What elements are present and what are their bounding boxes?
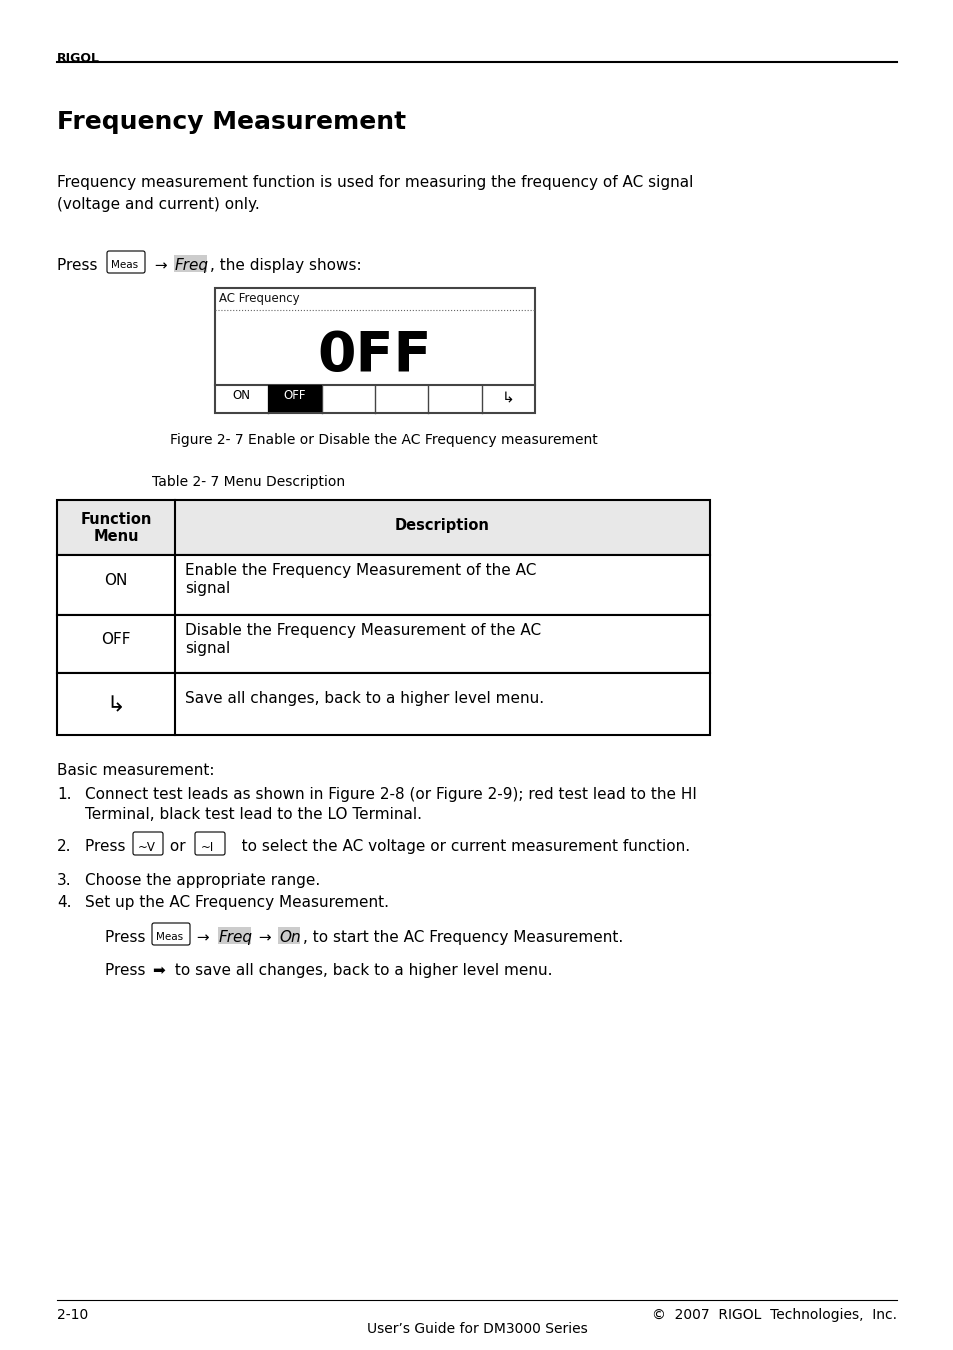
Text: →: → (192, 930, 214, 945)
Bar (57, 674, 709, 734)
Bar (173, 255, 207, 271)
Text: ↳: ↳ (107, 695, 125, 716)
Text: signal: signal (185, 641, 230, 656)
Text: User’s Guide for DM3000 Series: User’s Guide for DM3000 Series (366, 1322, 587, 1336)
Text: ON: ON (233, 389, 251, 402)
Text: , to start the AC Frequency Measurement.: , to start the AC Frequency Measurement. (303, 930, 622, 945)
Text: Description: Description (395, 518, 490, 533)
Text: Press: Press (105, 963, 151, 977)
Text: Freq: Freq (219, 930, 253, 945)
Text: Freq: Freq (174, 258, 209, 273)
FancyBboxPatch shape (194, 832, 225, 855)
Text: 2.: 2. (57, 838, 71, 855)
FancyBboxPatch shape (107, 251, 145, 273)
Text: Press: Press (57, 258, 102, 273)
Text: ~V: ~V (138, 841, 155, 855)
Text: Frequency Measurement: Frequency Measurement (57, 109, 406, 134)
Text: (voltage and current) only.: (voltage and current) only. (57, 197, 259, 212)
Text: Meas: Meas (156, 931, 183, 942)
Text: Connect test leads as shown in Figure 2-8 (or Figure 2-9); red test lead to the : Connect test leads as shown in Figure 2-… (85, 787, 696, 802)
Text: 2-10: 2-10 (57, 1308, 89, 1322)
Text: On: On (278, 930, 300, 945)
Text: AC Frequency: AC Frequency (219, 292, 299, 305)
Text: Set up the AC Frequency Measurement.: Set up the AC Frequency Measurement. (85, 895, 389, 910)
Text: 4.: 4. (57, 895, 71, 910)
Text: Table 2- 7 Menu Description: Table 2- 7 Menu Description (152, 475, 345, 489)
Text: Press: Press (85, 838, 131, 855)
Bar (57, 555, 709, 616)
Text: ©  2007  RIGOL  Technologies,  Inc.: © 2007 RIGOL Technologies, Inc. (651, 1308, 896, 1322)
Text: Disable the Frequency Measurement of the AC: Disable the Frequency Measurement of the… (185, 622, 540, 639)
Bar (57, 616, 709, 674)
Text: Meas: Meas (111, 261, 138, 270)
Text: OFF: OFF (101, 632, 131, 647)
Text: Terminal, black test lead to the LO Terminal.: Terminal, black test lead to the LO Term… (85, 807, 421, 822)
Text: or: or (165, 838, 191, 855)
Bar (57, 500, 709, 555)
Text: , the display shows:: , the display shows: (210, 258, 361, 273)
Text: Press: Press (105, 930, 151, 945)
Bar (218, 927, 251, 944)
Text: Basic measurement:: Basic measurement: (57, 763, 214, 778)
Text: Enable the Frequency Measurement of the AC: Enable the Frequency Measurement of the … (185, 563, 536, 578)
Text: to select the AC voltage or current measurement function.: to select the AC voltage or current meas… (227, 838, 689, 855)
Text: OFF: OFF (283, 389, 306, 402)
Text: ↳: ↳ (501, 390, 515, 405)
Bar (277, 927, 299, 944)
Text: →: → (150, 258, 172, 273)
Text: Save all changes, back to a higher level menu.: Save all changes, back to a higher level… (185, 691, 543, 706)
Text: 0FF: 0FF (317, 329, 432, 383)
Text: ➡: ➡ (152, 963, 165, 977)
Bar (268, 385, 321, 412)
Text: ~I: ~I (201, 841, 214, 855)
Text: Frequency measurement function is used for measuring the frequency of AC signal: Frequency measurement function is used f… (57, 176, 693, 190)
Text: Function
Menu: Function Menu (80, 512, 152, 544)
Text: 3.: 3. (57, 873, 71, 888)
Text: Figure 2- 7 Enable or Disable the AC Frequency measurement: Figure 2- 7 Enable or Disable the AC Fre… (170, 433, 598, 447)
Text: RIGOL: RIGOL (57, 53, 100, 65)
Text: ON: ON (104, 572, 128, 589)
Text: 1.: 1. (57, 787, 71, 802)
Bar (214, 288, 535, 413)
Text: to save all changes, back to a higher level menu.: to save all changes, back to a higher le… (170, 963, 552, 977)
Text: →: → (253, 930, 276, 945)
FancyBboxPatch shape (132, 832, 163, 855)
Text: signal: signal (185, 580, 230, 595)
Text: Choose the appropriate range.: Choose the appropriate range. (85, 873, 320, 888)
FancyBboxPatch shape (152, 923, 190, 945)
